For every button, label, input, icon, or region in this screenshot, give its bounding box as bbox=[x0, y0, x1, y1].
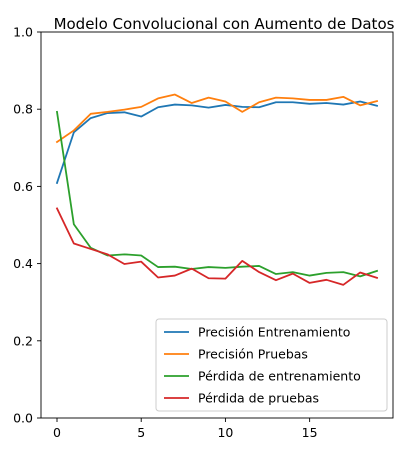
y-tick-label: 0.8 bbox=[13, 102, 33, 117]
x-tick-label: 0 bbox=[53, 425, 61, 440]
legend-label-2: Precisión Pruebas bbox=[198, 347, 308, 362]
legend-label-4: Pérdida de pruebas bbox=[198, 391, 319, 406]
legend: Precisión Entrenamiento Precisión Pruebas… bbox=[155, 318, 388, 412]
legend-box bbox=[155, 318, 388, 412]
y-tick-label: 0.6 bbox=[13, 179, 33, 194]
x-tick-label: 5 bbox=[137, 425, 145, 440]
y-tick-label: 0.0 bbox=[13, 411, 33, 426]
series-line-3 bbox=[55, 110, 379, 278]
series-line-2 bbox=[55, 93, 379, 144]
y-tick-label: 0.2 bbox=[13, 333, 33, 348]
y-tick-label: 1.0 bbox=[13, 25, 33, 40]
x-tick-label: 10 bbox=[217, 425, 233, 440]
axes-layer: 0 5 10 15 0.0 0.2 0.4 0.6 0.8 1.0 bbox=[13, 25, 394, 440]
legend-label-1: Precisión Entrenamiento bbox=[198, 325, 350, 340]
series-layer bbox=[55, 93, 379, 286]
y-tick-label: 0.4 bbox=[13, 256, 33, 271]
legend-label-3: Pérdida de entrenamiento bbox=[198, 369, 361, 384]
series-line-4 bbox=[55, 207, 379, 286]
plot-frame bbox=[40, 31, 394, 419]
chart-title: Modelo Convolucional con Aumento de Dato… bbox=[54, 15, 395, 33]
series-line-1 bbox=[55, 100, 379, 185]
x-tick-label: 15 bbox=[302, 425, 318, 440]
